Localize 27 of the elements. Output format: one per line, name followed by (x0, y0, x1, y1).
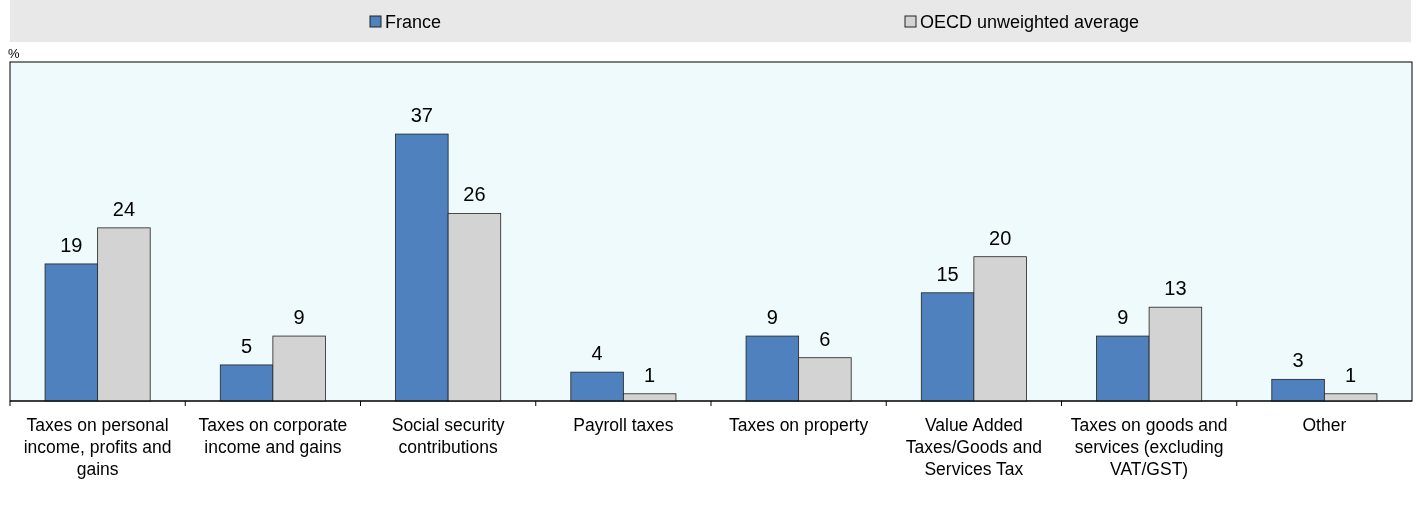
legend-label: OECD unweighted average (920, 12, 1140, 32)
data-label: 9 (766, 306, 778, 329)
x-tick-label: Taxes on corporate income and gains (198, 415, 348, 457)
data-label: 9 (1117, 306, 1129, 329)
x-tick-label: Taxes on personal income, profits and gains (23, 415, 172, 479)
data-label: 15 (936, 262, 959, 285)
data-label: 19 (60, 233, 83, 256)
data-label: 24 (112, 197, 136, 220)
data-label: 4 (591, 342, 603, 365)
x-tick-label: Value Added Taxes/Goods and Services Tax (905, 415, 1042, 479)
data-label: 9 (293, 306, 305, 329)
data-label: 26 (463, 183, 486, 206)
x-tick-label: Social security contributions (391, 415, 505, 457)
data-label: 3 (1292, 349, 1304, 372)
x-tick-label: Taxes on goods and services (excluding VAT/GST) (1070, 415, 1228, 479)
text: % (8, 46, 20, 61)
data-label: 20 (989, 226, 1012, 249)
data-label: 1 (1345, 363, 1357, 386)
data-label: 37 (410, 104, 433, 127)
x-tick-label: Taxes on property (729, 415, 869, 435)
data-label: 13 (1164, 277, 1187, 300)
x-tick-label: Other (1302, 415, 1347, 435)
x-tick-label: Payroll taxes (573, 415, 674, 435)
data-label: 1 (644, 363, 656, 386)
data-label: 6 (819, 327, 831, 350)
data-label: 5 (241, 334, 253, 357)
legend-label: France (385, 12, 442, 32)
